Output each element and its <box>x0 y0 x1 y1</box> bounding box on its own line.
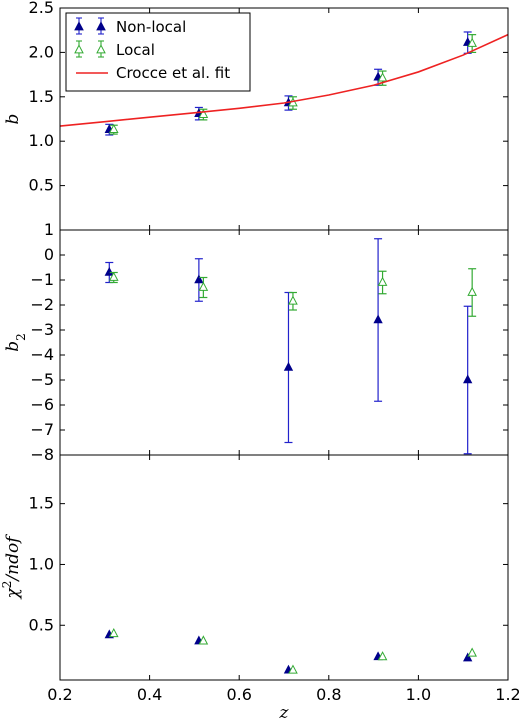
data-point-local <box>108 627 119 638</box>
x-axis: 0.2 0.4 0.6 0.8 1.0 1.2 z <box>47 685 520 720</box>
legend-label: Local <box>116 41 155 59</box>
data-point-nonlocal <box>194 274 204 284</box>
data-point-nonlocal <box>104 266 114 276</box>
x-tick-label: 0.2 <box>47 685 72 704</box>
series-fit <box>59 33 509 127</box>
data-point-local <box>198 635 209 645</box>
legend-marker-nonlocal <box>96 21 106 31</box>
data-point-local <box>108 271 119 281</box>
y-tick-label: 0 <box>44 245 54 264</box>
data-point-local <box>108 123 119 134</box>
data-point-local <box>198 281 209 291</box>
legend-box <box>65 12 251 92</box>
y-axis-label: χ2/ndof <box>0 534 23 600</box>
data-point-local <box>467 37 477 47</box>
legend-entry-local: Local <box>74 40 155 59</box>
panel-b: 0.5 1.0 1.5 2.0 2.5 b <box>3 0 509 231</box>
data-point-local <box>377 276 388 286</box>
data-point-local <box>377 72 388 82</box>
data-point-local <box>467 647 477 657</box>
data-point-local <box>467 286 477 296</box>
data-point-nonlocal <box>463 374 473 384</box>
y-tick-label: 1 <box>44 220 54 239</box>
series-local <box>108 268 477 317</box>
x-tick-label: 1.2 <box>495 685 520 704</box>
y-axis-label: b <box>3 114 23 125</box>
series-nonlocal <box>104 238 473 455</box>
data-point-local <box>288 295 298 305</box>
y-tick-label: −6 <box>30 395 54 414</box>
x-tick-label: 1.0 <box>406 685 431 704</box>
data-point-nonlocal <box>373 314 383 324</box>
series-local <box>108 627 477 674</box>
y-tick-label: −7 <box>30 420 54 439</box>
legend: Non-local Local Crocce et al. fit <box>65 12 251 92</box>
legend-entry-fit: Crocce et al. fit <box>76 64 230 82</box>
y-tick-label: −5 <box>30 370 54 389</box>
y-tick-label: 1.0 <box>29 554 54 573</box>
data-point-nonlocal <box>463 652 473 662</box>
x-tick-label: 0.6 <box>226 685 251 704</box>
panel-chi2: 0.5 1.0 1.5 χ2/ndof <box>0 454 509 681</box>
y-tick-label: 0.5 <box>29 176 54 195</box>
panels: 0.5 1.0 1.5 2.0 2.5 b −8 −7 −6 −5 −4 −3 −2 −1 0 1 b2 0.5 1… <box>0 0 509 681</box>
fit-line <box>59 33 509 127</box>
y-tick-label: −3 <box>30 320 54 339</box>
panel-b2: −8 −7 −6 −5 −4 −3 −2 −1 0 1 b2 <box>3 220 509 464</box>
y-tick-label: 0.5 <box>29 615 54 634</box>
panel-frame <box>59 229 509 456</box>
legend-label: Non-local <box>116 18 186 36</box>
legend-marker-local <box>96 44 106 54</box>
y-tick-label: −4 <box>30 345 54 364</box>
data-point-local <box>288 664 298 674</box>
data-point-local <box>377 651 388 661</box>
y-tick-label: −1 <box>30 270 54 289</box>
y-tick-label: 2.5 <box>29 0 54 17</box>
legend-marker-nonlocal <box>74 21 84 31</box>
series-nonlocal <box>104 629 473 674</box>
panel-frame <box>59 454 509 681</box>
y-tick-label: 1.5 <box>29 87 54 106</box>
x-tick-label: 0.4 <box>137 685 162 704</box>
data-point-local <box>198 108 209 118</box>
legend-entry-nonlocal: Non-local <box>74 17 186 36</box>
y-tick-label: −8 <box>30 445 54 464</box>
y-tick-label: 1.5 <box>29 494 54 513</box>
y-tick-label: 1.0 <box>29 131 54 150</box>
data-point-nonlocal <box>283 361 294 371</box>
y-axis-label: b2 <box>3 333 28 352</box>
legend-marker-local <box>74 44 84 54</box>
legend-label: Crocce et al. fit <box>116 64 230 82</box>
x-axis-label: z <box>279 703 290 720</box>
y-tick-label: 2.0 <box>29 42 54 61</box>
x-tick-label: 0.8 <box>316 685 341 704</box>
y-tick-label: −2 <box>30 295 54 314</box>
